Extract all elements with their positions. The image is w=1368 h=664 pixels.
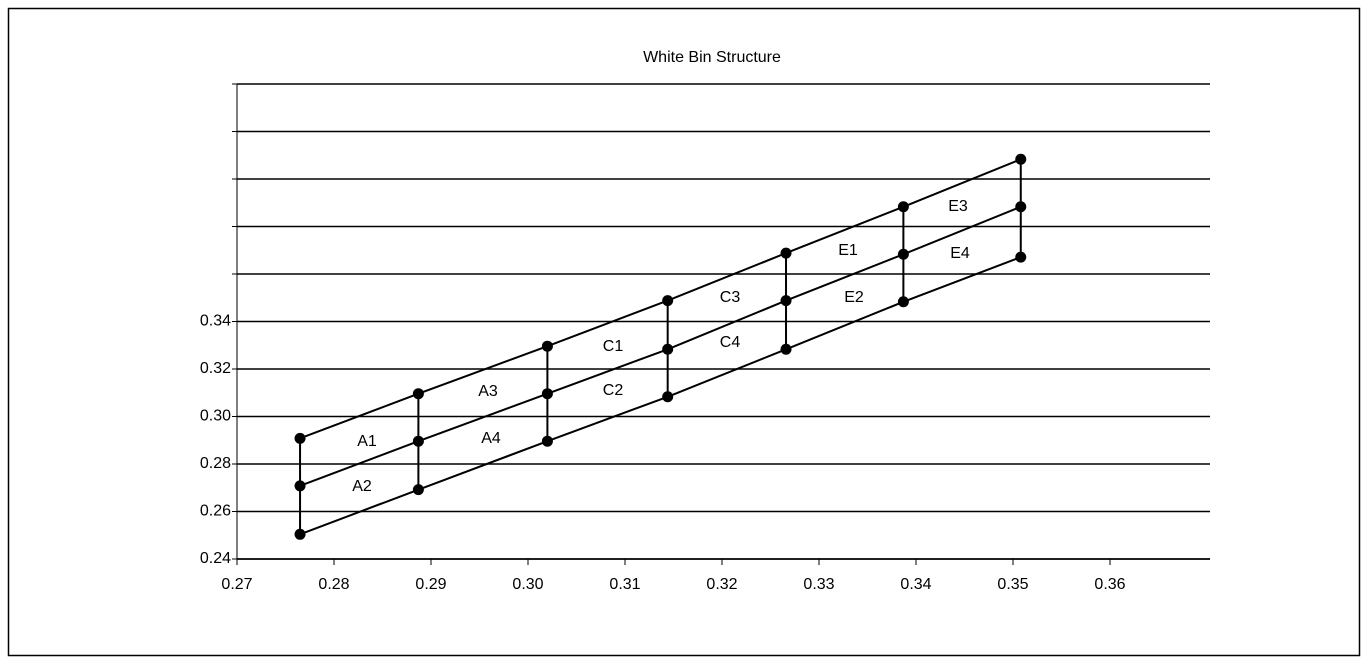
point (294, 528, 306, 540)
point (412, 435, 424, 447)
point (541, 340, 553, 352)
point (662, 391, 674, 403)
point (780, 247, 792, 259)
y-tick-label: 0.24 (200, 550, 231, 567)
x-tick-label: 0.33 (803, 576, 834, 593)
x-tick-label: 0.32 (706, 576, 737, 593)
point (294, 480, 306, 492)
x-tick-label: 0.29 (415, 576, 446, 593)
x-tick-label: 0.27 (221, 576, 252, 593)
bin-label: C1 (603, 338, 624, 355)
x-tick-label: 0.34 (900, 576, 931, 593)
point (780, 343, 792, 355)
y-tick-label: 0.30 (200, 408, 231, 425)
bin-label: E1 (838, 242, 858, 259)
y-tick-label: 0.26 (200, 503, 231, 520)
point (541, 388, 553, 400)
bin-label: C2 (603, 382, 624, 399)
bin-label: E3 (948, 198, 968, 215)
point (412, 388, 424, 400)
x-tick-label: 0.31 (609, 576, 640, 593)
point (897, 248, 909, 260)
bin-label: C3 (720, 289, 741, 306)
point (780, 295, 792, 307)
bin-label: A3 (478, 383, 498, 400)
bin-label: A4 (481, 430, 501, 447)
point (294, 432, 306, 444)
y-tick-label: 0.34 (200, 313, 231, 330)
point (1015, 251, 1027, 263)
bin-label: C4 (720, 334, 741, 351)
y-tick-label: 0.28 (200, 455, 231, 472)
point (662, 343, 674, 355)
point (662, 295, 674, 307)
x-tick-label: 0.30 (512, 576, 543, 593)
bin-labels: A1 A2 A3 A4 C1 C2 C3 C4 E1 E2 E3 E4 (352, 198, 970, 495)
x-tick-label: 0.28 (318, 576, 349, 593)
y-tick-label: 0.32 (200, 360, 231, 377)
bin-label: E2 (844, 289, 864, 306)
x-tick-label: 0.35 (997, 576, 1028, 593)
point (541, 435, 553, 447)
point (1015, 153, 1027, 165)
point (412, 484, 424, 496)
bin-label: A2 (352, 478, 372, 495)
point (1015, 201, 1027, 213)
chart-title: White Bin Structure (643, 49, 781, 66)
frame (7, 7, 1361, 657)
bin-label: A1 (357, 433, 377, 450)
x-tick-label: 0.36 (1094, 576, 1125, 593)
point (897, 296, 909, 308)
bin-label: E4 (950, 245, 970, 262)
point (897, 201, 909, 213)
